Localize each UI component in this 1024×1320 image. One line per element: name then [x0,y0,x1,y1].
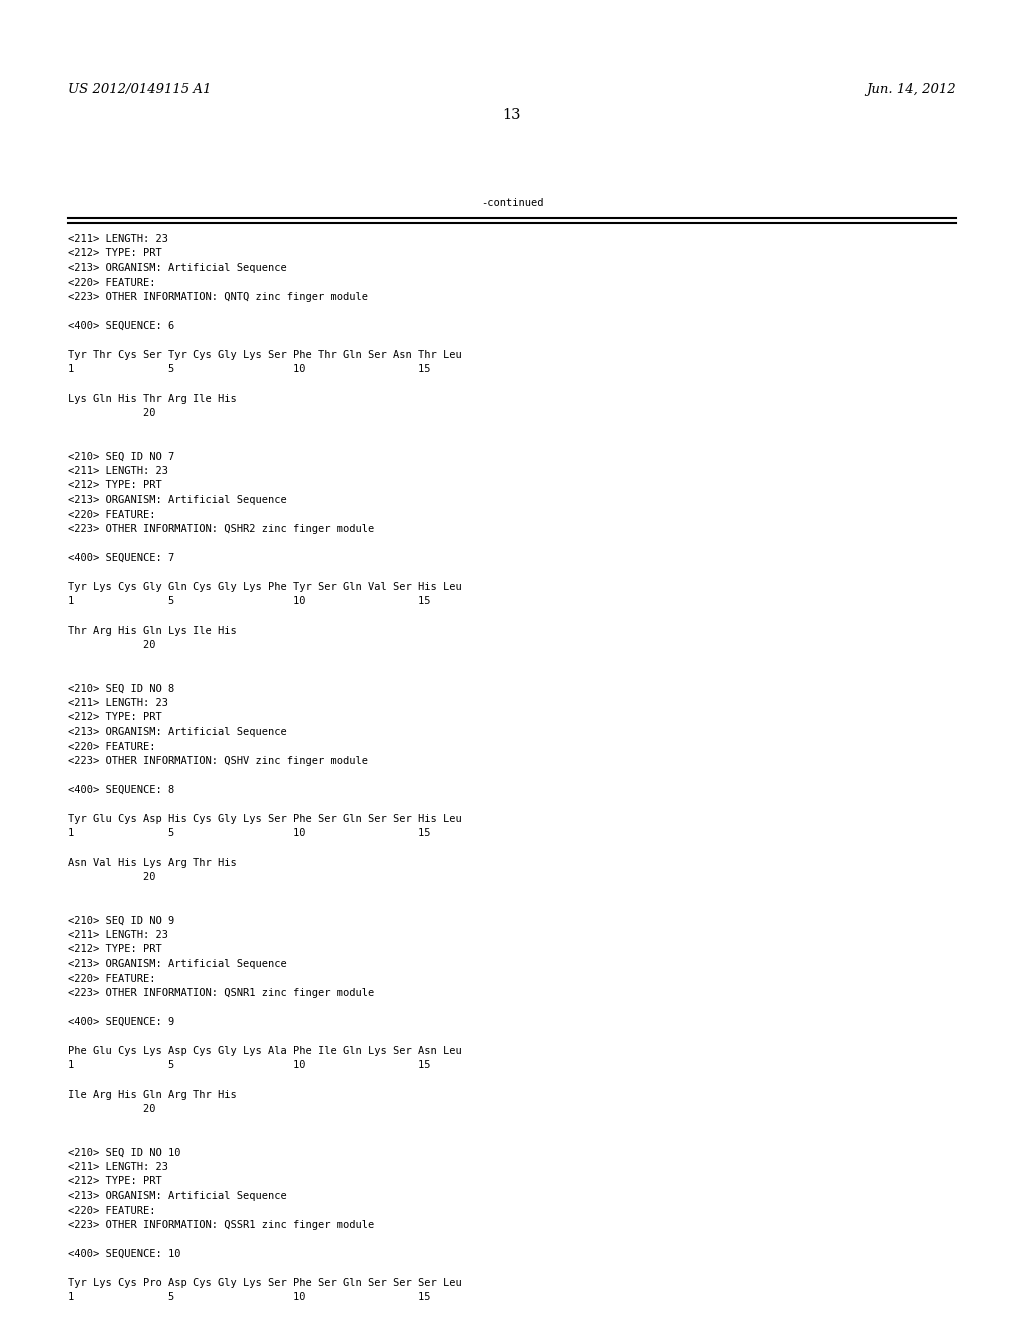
Text: <223> OTHER INFORMATION: QSNR1 zinc finger module: <223> OTHER INFORMATION: QSNR1 zinc fing… [68,987,374,998]
Text: Tyr Lys Cys Gly Gln Cys Gly Lys Phe Tyr Ser Gln Val Ser His Leu: Tyr Lys Cys Gly Gln Cys Gly Lys Phe Tyr … [68,582,462,591]
Text: <210> SEQ ID NO 9: <210> SEQ ID NO 9 [68,916,174,925]
Text: <220> FEATURE:: <220> FEATURE: [68,510,156,520]
Text: <400> SEQUENCE: 10: <400> SEQUENCE: 10 [68,1249,180,1259]
Text: <213> ORGANISM: Artificial Sequence: <213> ORGANISM: Artificial Sequence [68,727,287,737]
Text: 20: 20 [68,640,156,649]
Text: <223> OTHER INFORMATION: QSHV zinc finger module: <223> OTHER INFORMATION: QSHV zinc finge… [68,756,368,766]
Text: <400> SEQUENCE: 7: <400> SEQUENCE: 7 [68,553,174,564]
Text: <212> TYPE: PRT: <212> TYPE: PRT [68,248,162,259]
Text: <223> OTHER INFORMATION: QSSR1 zinc finger module: <223> OTHER INFORMATION: QSSR1 zinc fing… [68,1220,374,1230]
Text: <212> TYPE: PRT: <212> TYPE: PRT [68,713,162,722]
Text: Jun. 14, 2012: Jun. 14, 2012 [866,83,956,96]
Text: 20: 20 [68,1104,156,1114]
Text: Thr Arg His Gln Lys Ile His: Thr Arg His Gln Lys Ile His [68,626,237,635]
Text: Ile Arg His Gln Arg Thr His: Ile Arg His Gln Arg Thr His [68,1089,237,1100]
Text: 1               5                   10                  15: 1 5 10 15 [68,1292,430,1303]
Text: <211> LENGTH: 23: <211> LENGTH: 23 [68,1162,168,1172]
Text: <400> SEQUENCE: 8: <400> SEQUENCE: 8 [68,785,174,795]
Text: 20: 20 [68,408,156,418]
Text: <210> SEQ ID NO 7: <210> SEQ ID NO 7 [68,451,174,462]
Text: <213> ORGANISM: Artificial Sequence: <213> ORGANISM: Artificial Sequence [68,1191,287,1201]
Text: <220> FEATURE:: <220> FEATURE: [68,277,156,288]
Text: <210> SEQ ID NO 10: <210> SEQ ID NO 10 [68,1147,180,1158]
Text: -continued: -continued [480,198,544,209]
Text: <213> ORGANISM: Artificial Sequence: <213> ORGANISM: Artificial Sequence [68,495,287,506]
Text: <400> SEQUENCE: 9: <400> SEQUENCE: 9 [68,1016,174,1027]
Text: <213> ORGANISM: Artificial Sequence: <213> ORGANISM: Artificial Sequence [68,263,287,273]
Text: <211> LENGTH: 23: <211> LENGTH: 23 [68,698,168,708]
Text: <212> TYPE: PRT: <212> TYPE: PRT [68,945,162,954]
Text: <212> TYPE: PRT: <212> TYPE: PRT [68,1176,162,1187]
Text: 13: 13 [503,108,521,121]
Text: <400> SEQUENCE: 6: <400> SEQUENCE: 6 [68,321,174,331]
Text: <211> LENGTH: 23: <211> LENGTH: 23 [68,931,168,940]
Text: <212> TYPE: PRT: <212> TYPE: PRT [68,480,162,491]
Text: 20: 20 [68,873,156,882]
Text: <223> OTHER INFORMATION: QSHR2 zinc finger module: <223> OTHER INFORMATION: QSHR2 zinc fing… [68,524,374,535]
Text: <220> FEATURE:: <220> FEATURE: [68,974,156,983]
Text: <211> LENGTH: 23: <211> LENGTH: 23 [68,466,168,477]
Text: Phe Glu Cys Lys Asp Cys Gly Lys Ala Phe Ile Gln Lys Ser Asn Leu: Phe Glu Cys Lys Asp Cys Gly Lys Ala Phe … [68,1045,462,1056]
Text: 1               5                   10                  15: 1 5 10 15 [68,1060,430,1071]
Text: <223> OTHER INFORMATION: QNTQ zinc finger module: <223> OTHER INFORMATION: QNTQ zinc finge… [68,292,368,302]
Text: <211> LENGTH: 23: <211> LENGTH: 23 [68,234,168,244]
Text: Tyr Thr Cys Ser Tyr Cys Gly Lys Ser Phe Thr Gln Ser Asn Thr Leu: Tyr Thr Cys Ser Tyr Cys Gly Lys Ser Phe … [68,350,462,360]
Text: Tyr Glu Cys Asp His Cys Gly Lys Ser Phe Ser Gln Ser Ser His Leu: Tyr Glu Cys Asp His Cys Gly Lys Ser Phe … [68,814,462,824]
Text: <220> FEATURE:: <220> FEATURE: [68,1205,156,1216]
Text: 1               5                   10                  15: 1 5 10 15 [68,364,430,375]
Text: Tyr Lys Cys Pro Asp Cys Gly Lys Ser Phe Ser Gln Ser Ser Ser Leu: Tyr Lys Cys Pro Asp Cys Gly Lys Ser Phe … [68,1278,462,1288]
Text: Lys Gln His Thr Arg Ile His: Lys Gln His Thr Arg Ile His [68,393,237,404]
Text: <210> SEQ ID NO 8: <210> SEQ ID NO 8 [68,684,174,693]
Text: Asn Val His Lys Arg Thr His: Asn Val His Lys Arg Thr His [68,858,237,867]
Text: 1               5                   10                  15: 1 5 10 15 [68,597,430,606]
Text: 1               5                   10                  15: 1 5 10 15 [68,829,430,838]
Text: US 2012/0149115 A1: US 2012/0149115 A1 [68,83,211,96]
Text: <213> ORGANISM: Artificial Sequence: <213> ORGANISM: Artificial Sequence [68,960,287,969]
Text: <220> FEATURE:: <220> FEATURE: [68,742,156,751]
